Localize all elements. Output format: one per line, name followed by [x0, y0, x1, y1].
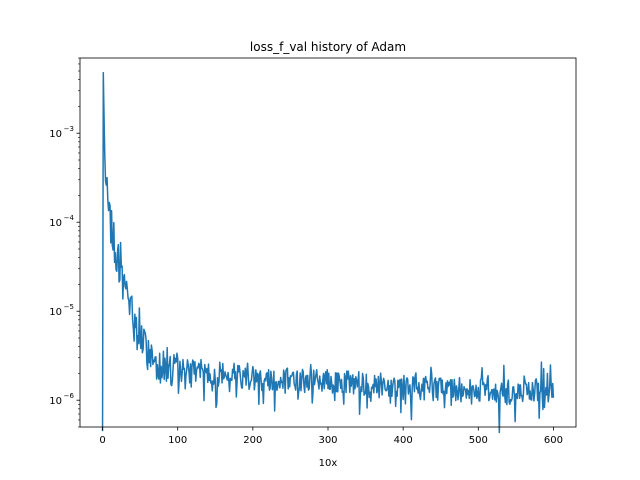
chart-title: loss_f_val history of Adam [250, 40, 406, 54]
x-tick-label: 300 [318, 435, 337, 446]
y-tick-exponent: −6 [64, 392, 75, 400]
y-tick-label: 10 [49, 218, 62, 229]
y-tick-label: 10 [49, 396, 62, 407]
plot-area [101, 71, 555, 434]
y-tick-exponent: −3 [64, 125, 74, 133]
x-tick-label: 600 [544, 435, 563, 446]
y-tick-exponent: −5 [64, 303, 74, 311]
x-tick-label: 400 [394, 435, 413, 446]
series-line [101, 71, 555, 434]
y-tick-label: 10 [49, 307, 62, 318]
y-tick-exponent: −4 [64, 214, 75, 222]
plot-frame [79, 57, 577, 428]
x-tick-label: 500 [469, 435, 488, 446]
x-axis-label: 10x [319, 458, 338, 469]
x-tick-label: 200 [243, 435, 262, 446]
x-axis: 0 100 200 300 400 500 600 [99, 427, 563, 446]
x-tick-label: 100 [168, 435, 187, 446]
y-tick-label: 10 [49, 129, 62, 140]
x-tick-label: 0 [99, 435, 105, 446]
